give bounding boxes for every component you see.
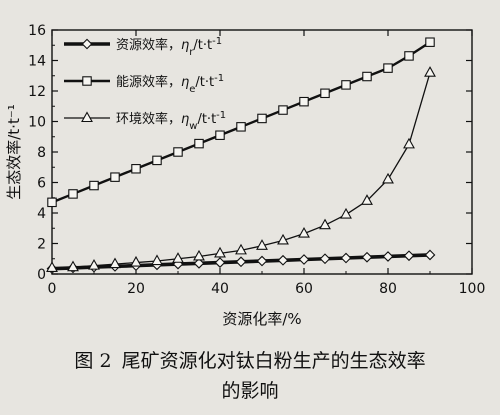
triangle-marker bbox=[424, 66, 436, 77]
legend-label: 能源效率，ηe/t·t-1 bbox=[116, 73, 224, 95]
diamond-marker bbox=[403, 250, 415, 262]
eco-efficiency-chart: 0 20 40 60 80 100 0 2 4 6 8 10 12 14 16 资源化率/% 生态效率/t·t⁻… bbox=[5, 23, 485, 328]
y-tick-label: 12 bbox=[28, 84, 46, 100]
square-marker bbox=[320, 88, 330, 99]
legend-item-energy: 能源效率，ηe/t·t-1 bbox=[64, 73, 224, 95]
x-tick-label: 40 bbox=[211, 281, 229, 297]
legend: 资源效率，ηr/t·t-1 能源效率，ηe/t·t-1 环境效率，ηw/t·t-1 bbox=[64, 36, 226, 132]
square-marker bbox=[110, 172, 120, 182]
diamond-marker bbox=[319, 253, 331, 265]
diamond-marker bbox=[214, 257, 226, 268]
y-tick-label: 0 bbox=[37, 267, 46, 283]
triangle-marker bbox=[130, 255, 142, 267]
diamond-marker bbox=[361, 251, 373, 263]
square-marker bbox=[425, 37, 435, 47]
square-marker bbox=[404, 51, 414, 61]
y-tick-label: 4 bbox=[37, 206, 46, 222]
triangle-marker bbox=[88, 258, 100, 270]
triangle-marker bbox=[340, 207, 352, 219]
triangle-marker bbox=[319, 218, 331, 230]
legend-label: 资源效率，ηr/t·t-1 bbox=[116, 36, 222, 58]
series-energy bbox=[47, 37, 435, 208]
figure-caption-line2: 的影响 bbox=[221, 380, 279, 402]
y-tick-label: 8 bbox=[37, 145, 46, 161]
diamond-marker bbox=[424, 249, 436, 261]
series-line-environment bbox=[51, 72, 431, 269]
diamond-marker bbox=[235, 256, 247, 268]
legend-label: 环境效率，ηw/t·t-1 bbox=[116, 110, 226, 132]
y-tick-label: 16 bbox=[28, 23, 46, 39]
y-tick-label: 14 bbox=[28, 54, 46, 70]
x-axis-title: 资源化率/% bbox=[222, 310, 301, 328]
diamond-marker bbox=[256, 255, 268, 267]
y-tick-label: 2 bbox=[37, 237, 46, 253]
y-tick-label: 10 bbox=[28, 115, 46, 131]
series-environment bbox=[46, 66, 436, 272]
square-marker bbox=[194, 138, 204, 149]
legend-item-environment: 环境效率，ηw/t·t-1 bbox=[64, 110, 226, 132]
square-marker bbox=[152, 155, 162, 166]
diamond-marker bbox=[340, 252, 352, 264]
triangle-marker bbox=[214, 246, 226, 258]
x-tick-label: 20 bbox=[127, 281, 145, 297]
square-marker bbox=[131, 164, 141, 174]
diamond-marker bbox=[298, 254, 310, 265]
diamond-marker bbox=[193, 257, 205, 269]
y-tick-label: 6 bbox=[37, 176, 46, 192]
triangle-marker bbox=[193, 249, 205, 261]
figure-number: 图 2 bbox=[74, 350, 112, 372]
figure-caption-line1: 尾矿资源化对钛白粉生产的生态效率 bbox=[121, 350, 426, 372]
triangle-marker bbox=[382, 172, 394, 184]
square-marker bbox=[89, 180, 99, 191]
figure-caption: 图 2 尾矿资源化对钛白粉生产的生态效率 bbox=[0, 346, 500, 373]
triangle-marker bbox=[277, 233, 289, 245]
y-axis-title: 生态效率/t·t⁻¹ bbox=[5, 104, 23, 200]
axes: 0 20 40 60 80 100 0 2 4 6 8 10 12 14 16 资源化率/% 生态效率/t·t⁻… bbox=[5, 23, 485, 328]
square-marker bbox=[68, 189, 78, 199]
square-marker bbox=[341, 80, 351, 90]
diamond-marker bbox=[382, 251, 394, 262]
diamond-marker bbox=[81, 38, 93, 50]
triangle-marker bbox=[235, 243, 247, 255]
plot-frame bbox=[51, 29, 473, 275]
square-marker bbox=[47, 197, 57, 208]
triangle-marker bbox=[151, 254, 163, 266]
square-marker bbox=[278, 105, 288, 115]
square-marker bbox=[299, 96, 309, 107]
triangle-marker bbox=[67, 260, 79, 272]
triangle-marker bbox=[298, 226, 310, 238]
triangle-marker bbox=[46, 261, 58, 272]
square-marker bbox=[236, 122, 246, 132]
triangle-marker bbox=[256, 239, 268, 250]
triangle-marker bbox=[109, 257, 121, 269]
square-marker bbox=[82, 76, 92, 86]
diamond-marker bbox=[277, 254, 289, 266]
legend-item-resource: 资源效率，ηr/t·t-1 bbox=[64, 36, 222, 58]
x-tick-label: 0 bbox=[48, 281, 57, 297]
square-marker bbox=[362, 71, 372, 82]
square-marker bbox=[383, 63, 393, 73]
series-layer bbox=[46, 37, 436, 275]
x-tick-label: 100 bbox=[459, 281, 486, 297]
triangle-marker bbox=[81, 111, 93, 123]
square-marker bbox=[257, 113, 267, 124]
square-marker bbox=[173, 147, 183, 157]
triangle-marker bbox=[361, 194, 373, 205]
triangle-marker bbox=[403, 137, 415, 149]
x-tick-label: 80 bbox=[379, 281, 397, 297]
square-marker bbox=[215, 130, 225, 140]
x-tick-label: 60 bbox=[295, 281, 313, 297]
triangle-marker bbox=[172, 252, 184, 263]
